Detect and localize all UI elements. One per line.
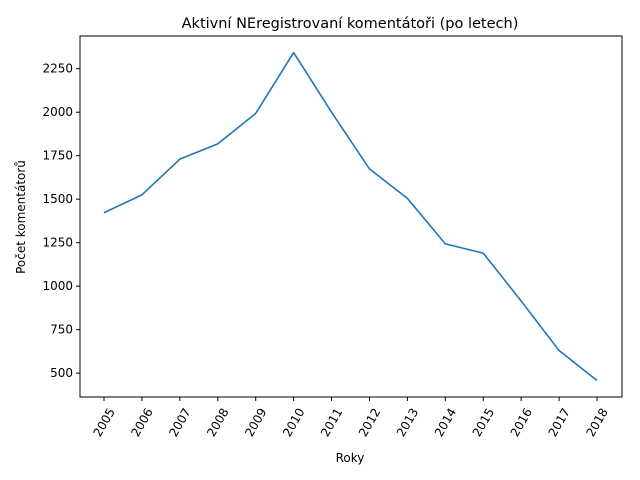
x-tick-label: 2017 [546, 406, 573, 439]
plot-frame [79, 35, 623, 398]
x-tick-label: 2012 [356, 406, 383, 439]
x-tick-label: 2018 [583, 406, 610, 439]
y-tick-label: 750 [50, 323, 73, 337]
y-tick-label: 2000 [42, 105, 73, 119]
y-tick-label: 1750 [42, 149, 73, 163]
x-tick-label: 2013 [394, 406, 421, 439]
y-tick-label: 2250 [42, 62, 73, 76]
y-tick-label: 1250 [42, 236, 73, 250]
x-tick-label: 2011 [318, 406, 345, 439]
x-axis-label: Roky [336, 451, 365, 465]
x-tick-label: 2008 [204, 406, 231, 439]
plot-area [79, 35, 623, 398]
x-tick-label: 2015 [470, 406, 497, 439]
y-tick-label: 1000 [42, 279, 73, 293]
x-tick-label: 2006 [128, 406, 155, 439]
y-axis-label: Počet komentátorů [14, 160, 28, 274]
series-line-0 [103, 51, 598, 382]
chart-title: Aktivní NEregistrovaní komentátoři (po l… [182, 16, 519, 32]
y-axis-ticks: 500 750 1000 1250 1500 1750 2000 2250 [42, 62, 80, 380]
x-tick-label: 2009 [242, 406, 269, 439]
x-tick-label: 2014 [432, 406, 459, 439]
x-tick-label: 2016 [508, 406, 535, 439]
y-tick-label: 500 [50, 366, 73, 380]
x-tick-label: 2007 [166, 406, 193, 439]
x-axis-ticks: 2005 2006 2007 2008 2009 2010 2011 2012 2013 2014… [90, 397, 611, 439]
y-tick-label: 1500 [42, 192, 73, 206]
x-tick-label: 2005 [90, 406, 117, 439]
x-tick-label: 2010 [280, 406, 307, 439]
